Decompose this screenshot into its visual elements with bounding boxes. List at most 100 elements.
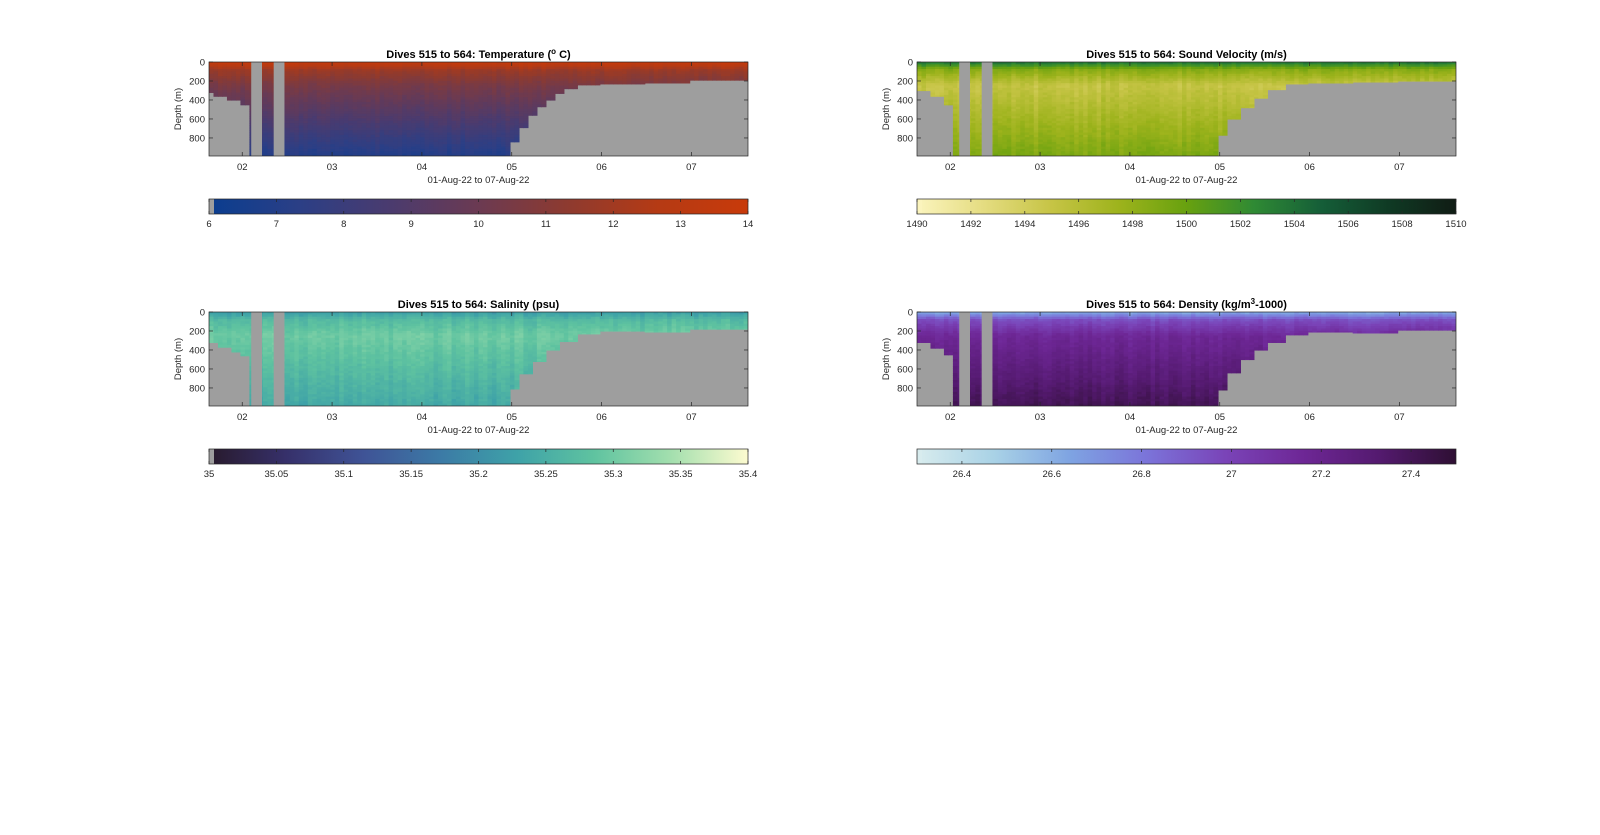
heatmap-cell bbox=[730, 78, 735, 80]
heatmap-cell bbox=[618, 83, 623, 84]
heatmap-cell bbox=[667, 81, 672, 84]
heatmap-cell bbox=[550, 100, 555, 101]
colorbar-tick-label: 7 bbox=[274, 219, 279, 230]
heatmap-cell bbox=[231, 100, 236, 101]
heatmap-cell bbox=[708, 78, 713, 80]
heatmap-cell bbox=[672, 81, 677, 84]
x-tick-label: 03 bbox=[327, 162, 338, 173]
heatmap-cell bbox=[721, 78, 726, 80]
heatmap-cell bbox=[726, 78, 731, 80]
panel-sound_velocity: Dives 515 to 564: Sound Velocity (m/s)02… bbox=[881, 49, 1467, 230]
heatmap-cell bbox=[921, 90, 926, 91]
x-tick-label: 05 bbox=[506, 162, 517, 173]
heatmap-cell bbox=[739, 78, 744, 80]
temperature-data-gap-1 bbox=[274, 62, 285, 156]
heatmap-cell bbox=[227, 100, 232, 101]
x-tick-label: 02 bbox=[237, 162, 248, 173]
heatmap-cell bbox=[685, 81, 690, 84]
heatmap-cell bbox=[604, 83, 609, 84]
heatmap-cell bbox=[555, 93, 560, 94]
heatmap-cell bbox=[240, 104, 245, 105]
y-tick-label: 400 bbox=[189, 95, 205, 106]
heatmap-cell bbox=[573, 88, 578, 89]
heatmap-cell bbox=[213, 95, 218, 97]
heatmap-cell bbox=[559, 93, 564, 94]
heatmap-cell bbox=[649, 81, 654, 84]
sound_velocity-heatmap-cells bbox=[917, 62, 1457, 157]
colorbar-tick-label: 11 bbox=[541, 219, 551, 230]
heatmap-cell bbox=[640, 83, 645, 84]
x-tick-label: 04 bbox=[417, 162, 428, 173]
y-tick-label: 600 bbox=[189, 114, 205, 125]
heatmap-cell bbox=[591, 83, 596, 85]
heatmap-cell bbox=[564, 88, 569, 89]
y-tick-label: 800 bbox=[189, 133, 205, 144]
heatmap-cell bbox=[582, 83, 587, 85]
heatmap-cell bbox=[636, 83, 641, 84]
heatmap-cell bbox=[622, 83, 627, 84]
heatmap-cell bbox=[663, 81, 668, 84]
heatmap-cell bbox=[944, 104, 949, 105]
heatmap-cell bbox=[568, 88, 573, 89]
colorbar-tick-label: 14 bbox=[743, 219, 754, 230]
temperature-y-axis-label: Depth (m) bbox=[173, 88, 184, 130]
heatmap-cell bbox=[519, 125, 524, 128]
heatmap-cell bbox=[222, 95, 227, 97]
heatmap-cell bbox=[917, 90, 922, 91]
heatmap-cell bbox=[631, 83, 636, 84]
heatmap-cell bbox=[930, 95, 935, 97]
heatmap-cell bbox=[218, 95, 223, 97]
heatmap-cell bbox=[926, 90, 931, 91]
heatmap-cell bbox=[735, 78, 740, 80]
x-tick-label: 06 bbox=[596, 162, 607, 173]
heatmap-cell bbox=[645, 81, 650, 84]
heatmap-cell bbox=[523, 125, 528, 128]
x-tick-label: 07 bbox=[686, 162, 697, 173]
heatmap-cell bbox=[699, 78, 704, 80]
heatmap-cell bbox=[577, 83, 582, 85]
colorbar-tick-label: 10 bbox=[473, 219, 484, 230]
heatmap-cell bbox=[681, 81, 686, 84]
heatmap-cell bbox=[717, 78, 722, 80]
colorbar-tick-label: 6 bbox=[206, 219, 211, 230]
heatmap-cell bbox=[703, 78, 708, 80]
heatmap-cell bbox=[948, 104, 953, 105]
temperature-x-axis-label: 01-Aug-22 to 07-Aug-22 bbox=[428, 175, 530, 186]
heatmap-cell bbox=[514, 140, 519, 143]
heatmap-cell bbox=[613, 83, 618, 84]
heatmap-cell bbox=[209, 90, 214, 93]
heatmap-cell bbox=[236, 100, 241, 101]
heatmap-cell bbox=[510, 140, 515, 143]
heatmap-cell bbox=[627, 83, 632, 84]
heatmap-cell bbox=[532, 114, 537, 116]
y-tick-label: 200 bbox=[189, 76, 205, 87]
heatmap-cell bbox=[712, 78, 717, 80]
colorbar-tick-label: 9 bbox=[408, 219, 413, 230]
heatmap-cell bbox=[658, 81, 663, 84]
heatmap-cell bbox=[546, 100, 551, 101]
heatmap-cell bbox=[676, 81, 681, 84]
colorbar-tick-label: 13 bbox=[675, 219, 686, 230]
heatmap-cell bbox=[541, 104, 546, 107]
panel-temperature: Dives 515 to 564: Temperature (o C)02004… bbox=[173, 47, 753, 230]
temperature-colorbar: 6 7 8 9 10 11 12 13 14 bbox=[206, 199, 753, 230]
colorbar-tick-label: 12 bbox=[608, 219, 619, 230]
temperature-colorbar-under bbox=[209, 199, 214, 214]
heatmap-cell bbox=[245, 104, 250, 105]
heatmap-cell bbox=[586, 83, 591, 85]
temperature-heatmap-cells bbox=[209, 62, 749, 157]
heatmap-cell bbox=[595, 83, 600, 85]
heatmap-cell bbox=[935, 95, 940, 97]
heatmap-cell bbox=[694, 78, 699, 80]
heatmap-cell bbox=[654, 81, 659, 84]
heatmap-cell bbox=[537, 104, 542, 107]
colorbar-tick-label: 8 bbox=[341, 219, 346, 230]
heatmap-cell bbox=[690, 78, 695, 80]
temperature-title: Dives 515 to 564: Temperature (o C) bbox=[386, 47, 571, 61]
heatmap-cell bbox=[528, 114, 533, 116]
heatmap-cell bbox=[939, 95, 944, 97]
temperature-data-gap-0 bbox=[251, 62, 262, 156]
y-tick-label: 0 bbox=[200, 58, 205, 69]
